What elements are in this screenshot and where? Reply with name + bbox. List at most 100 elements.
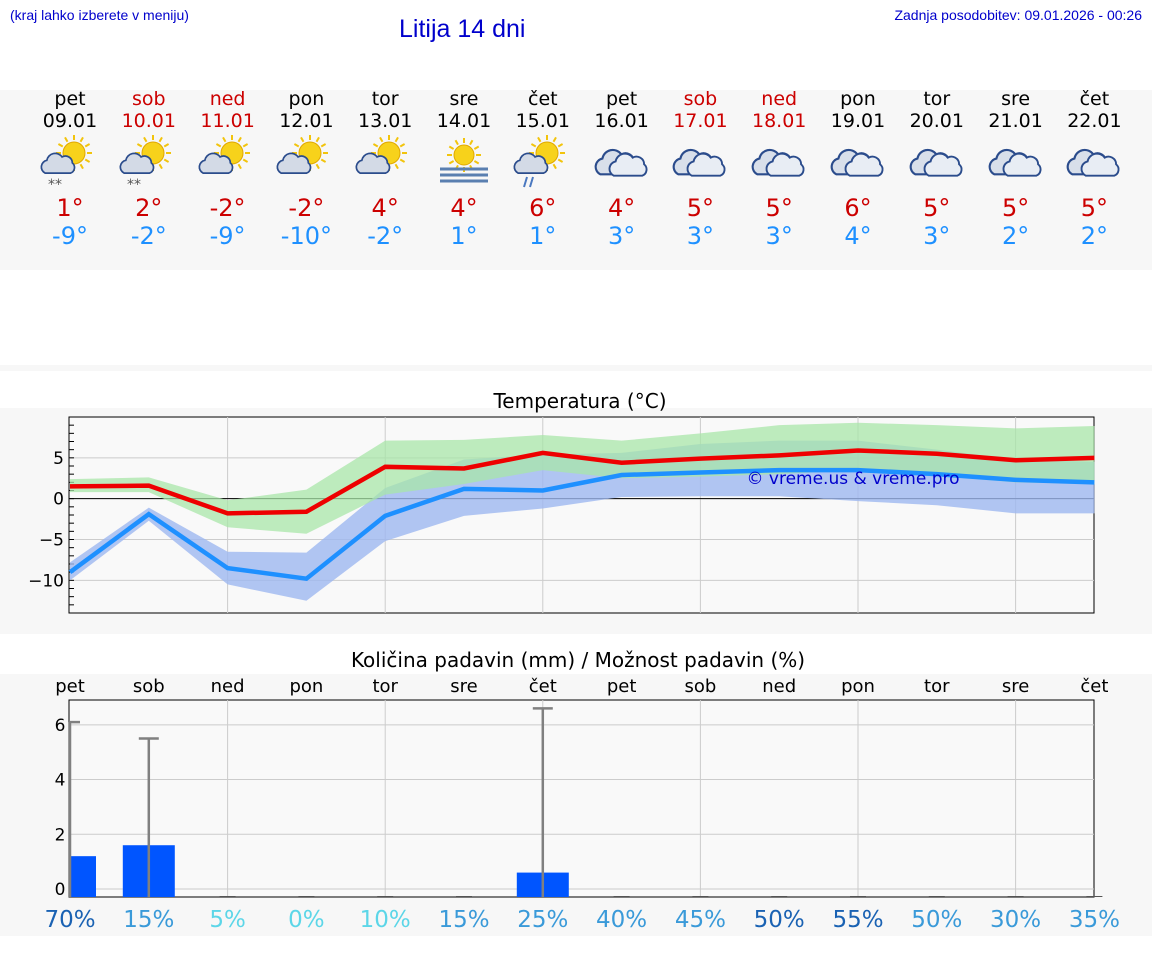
- precipitation-bar: [1086, 896, 1103, 897]
- partly-sunny-snow-icon: **: [30, 132, 110, 194]
- day-name: čet: [1079, 88, 1110, 110]
- day-date: 21.01: [988, 110, 1043, 132]
- day-date: 19.01: [830, 110, 886, 132]
- svg-text:**: **: [48, 177, 62, 193]
- precipitation-bar: [771, 896, 788, 897]
- cloudy-icon: [582, 132, 662, 194]
- day-date: 11.01: [200, 110, 255, 132]
- min-temp: 1°: [529, 222, 557, 250]
- day-date: 15.01: [515, 110, 570, 132]
- max-temp: 5°: [765, 194, 793, 222]
- day-name: čet: [528, 88, 558, 110]
- max-temp: 5°: [1080, 194, 1109, 222]
- min-temp: 3°: [686, 222, 715, 250]
- day-date: 17.01: [673, 110, 728, 132]
- watermark: © vreme.us & vreme.pro: [746, 469, 959, 489]
- min-temp: 3°: [923, 222, 951, 250]
- sun-fog-icon: [424, 132, 504, 194]
- min-temp: -9°: [209, 222, 246, 250]
- day-column: čet 15.01 6° 1°: [503, 88, 583, 250]
- day-name: sre: [449, 88, 479, 110]
- precipitation-probability: 0%: [288, 907, 325, 933]
- precipitation-probability: 30%: [990, 907, 1041, 933]
- precipitation-probability: 70%: [44, 907, 95, 933]
- day-name: sob: [683, 88, 718, 110]
- last-updated: Zadnja posodobitev: 09.01.2026 - 00:26: [894, 7, 1142, 23]
- precipitation-tick-label: 2: [55, 825, 66, 845]
- temperature-tick-label: −5: [39, 531, 64, 551]
- min-temp: 2°: [1001, 222, 1030, 250]
- max-temp: -2°: [288, 194, 325, 222]
- cloudy-icon: [1054, 132, 1134, 194]
- day-date: 10.01: [121, 110, 176, 132]
- day-name: tor: [923, 88, 951, 110]
- cloudy-icon: [976, 132, 1056, 194]
- precipitation-bar: [69, 856, 96, 897]
- day-column: sob 17.01 5° 3°: [660, 88, 740, 250]
- day-date: 09.01: [42, 110, 98, 132]
- precipitation-day-label: sre: [450, 676, 477, 697]
- min-temp: 2°: [1080, 222, 1109, 250]
- precipitation-day-label: pet: [55, 676, 85, 697]
- page-title: Litija 14 dni: [399, 15, 526, 43]
- precipitation-bar: [456, 896, 472, 897]
- precipitation-probability: 15%: [123, 907, 174, 933]
- min-temp: -2°: [130, 222, 167, 250]
- day-date: 13.01: [357, 110, 413, 132]
- day-name: sob: [132, 88, 166, 110]
- precipitation-probability: 45%: [675, 907, 726, 933]
- day-column: sob 10.01 ** 2° -2°: [109, 88, 189, 250]
- cloudy-icon: [660, 132, 740, 194]
- precipitation-title: Količina padavin (mm) / Možnost padavin …: [351, 648, 805, 672]
- day-date: 18.01: [751, 110, 807, 132]
- day-name: ned: [209, 88, 246, 110]
- forecast-days-band: [0, 90, 1152, 270]
- day-name: pet: [54, 88, 86, 110]
- max-temp: 4°: [607, 194, 636, 222]
- day-date: 14.01: [436, 110, 492, 132]
- precipitation-day-label: sob: [684, 676, 716, 697]
- temperature-title: Temperatura (°C): [492, 389, 666, 413]
- max-temp: 5°: [923, 194, 951, 222]
- day-column: pet 09.01 ** 1° -9°: [30, 88, 110, 250]
- separator-band: [0, 365, 1152, 371]
- min-temp: -2°: [367, 222, 404, 250]
- cloudy-icon: [739, 132, 819, 194]
- precipitation-day-label: pon: [841, 676, 875, 697]
- partly-sunny-icon: [345, 132, 425, 194]
- day-date: 22.01: [1067, 110, 1122, 132]
- min-temp: 4°: [844, 222, 872, 250]
- day-name: tor: [371, 88, 399, 110]
- precipitation-probability: 15%: [438, 907, 489, 933]
- max-temp: 5°: [686, 194, 715, 222]
- min-temp: -9°: [52, 222, 88, 250]
- min-temp: -10°: [280, 222, 332, 250]
- max-temp-line: [69, 448, 1095, 516]
- max-temp: -2°: [209, 194, 246, 222]
- day-column: pon 12.01 -2° -10°: [266, 88, 346, 250]
- precipitation-plot-area: [68, 699, 1095, 898]
- precipitation-day-label: sre: [1002, 676, 1029, 697]
- precipitation-day-label: pet: [607, 676, 637, 697]
- day-column: tor 20.01 5° 3°: [897, 88, 977, 250]
- precipitation-day-label: čet: [529, 676, 557, 697]
- location-hint: (kraj lahko izberete v meniju): [10, 7, 189, 23]
- precipitation-day-label: čet: [1080, 676, 1108, 697]
- precipitation-day-label: pon: [289, 676, 323, 697]
- min-temp-line: [68, 467, 1095, 582]
- max-temp: 4°: [371, 194, 399, 222]
- partly-sunny-icon: [188, 132, 268, 194]
- day-date: 16.01: [594, 110, 649, 132]
- precipitation-probability: 25%: [517, 907, 568, 933]
- temperature-tick-label: 0: [53, 490, 64, 510]
- temperature-tick-label: −10: [28, 571, 64, 591]
- precipitation-tick-label: 0: [55, 880, 66, 900]
- day-name: sre: [1001, 88, 1031, 110]
- day-column: pet 16.01 4° 3°: [582, 88, 662, 250]
- max-temp: 2°: [135, 194, 163, 222]
- max-temp: 6°: [529, 194, 557, 222]
- min-temp: 3°: [765, 222, 793, 250]
- day-column: sre 14.01 4° 1°: [424, 88, 504, 250]
- precipitation-bar: [613, 896, 630, 897]
- precipitation-day-label: sob: [133, 676, 165, 697]
